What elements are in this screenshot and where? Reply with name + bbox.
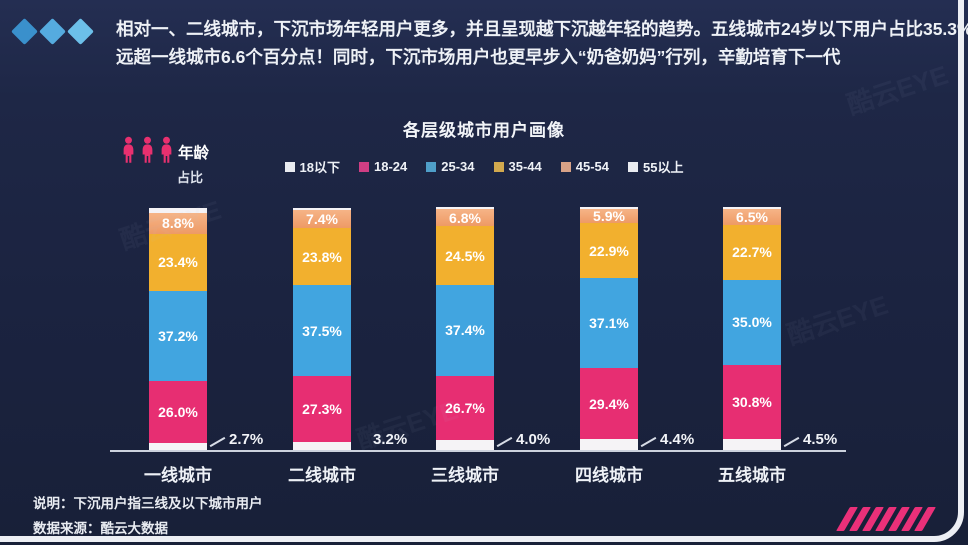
segment-value-label: 26.0%	[158, 403, 198, 420]
bar-segment-25-34: 37.1%	[580, 278, 638, 369]
legend-label: 55以上	[643, 160, 684, 175]
note-source: 数据来源：酷云大数据	[33, 521, 168, 536]
decorative-slashes	[836, 507, 936, 531]
callout-leader-line	[783, 436, 800, 448]
segment-value-label: 37.1%	[589, 315, 629, 332]
legend-swatch-icon	[628, 161, 638, 172]
bar-segment-45-54: 6.8%	[436, 209, 494, 226]
age-label: 年龄	[178, 145, 210, 162]
bar-segment-18以下	[293, 442, 351, 450]
segment-value-label: 22.7%	[732, 244, 772, 261]
legend-label: 35-44	[508, 159, 542, 174]
bar-segment-55以上	[149, 208, 207, 213]
bar-segment-55以上	[723, 207, 781, 210]
legend-label: 18-24	[374, 159, 408, 174]
segment-value-label: 37.2%	[158, 327, 198, 344]
bar-segment-18-24: 29.4%	[580, 368, 638, 440]
chart-legend: 18以下 18-24 25-34 35-44 45-54 55以上	[0, 157, 968, 176]
legend-label: 45-54	[575, 159, 609, 174]
category-label: 四线城市	[575, 466, 643, 485]
bar-segment-25-34: 35.0%	[723, 279, 781, 365]
legend-swatch-icon	[284, 161, 295, 172]
x-axis-line	[110, 450, 846, 452]
segment-value-label: 7.4%	[306, 210, 338, 227]
segment-value-label: 8.8%	[162, 215, 194, 232]
legend-item: 55以上	[628, 157, 683, 176]
headline: 相对一、二线城市，下沉市场年轻用户更多，并且呈现越下沉越年轻的趋势。五线城市24…	[116, 15, 968, 71]
chart-title: 各层级城市用户画像	[403, 121, 565, 140]
bar-segment-18-24: 30.8%	[723, 364, 781, 440]
bar-segment-18以下	[436, 440, 494, 450]
segment-value-label: 5.9%	[593, 207, 625, 224]
under18-callout-label: 4.5%	[803, 431, 838, 448]
category-label: 一线城市	[144, 466, 212, 485]
bar-segment-25-34: 37.5%	[293, 285, 351, 377]
callout-leader-line	[496, 436, 513, 448]
legend-item: 35-44	[493, 159, 542, 174]
person-icon	[123, 136, 134, 163]
bar-segment-55以上	[293, 207, 351, 210]
bar-segment-55以上	[580, 206, 638, 209]
bar-segment-35-44: 23.4%	[149, 233, 207, 291]
legend-label: 25-34	[441, 159, 475, 174]
segment-value-label: 6.5%	[736, 209, 768, 226]
bar-segment-18以下	[723, 439, 781, 450]
bar-segment-35-44: 23.8%	[293, 227, 351, 286]
bar-segment-35-44: 24.5%	[436, 225, 494, 286]
bar-segment-18-24: 26.7%	[436, 375, 494, 441]
segment-value-label: 27.3%	[302, 401, 342, 418]
category-label: 三线城市	[431, 466, 499, 485]
bar-segment-18以下	[149, 443, 207, 450]
bar-segment-45-54: 7.4%	[293, 209, 351, 228]
segment-value-label: 35.0%	[732, 314, 772, 331]
ratio-label: 占比	[177, 170, 204, 185]
segment-value-label: 24.5%	[445, 247, 485, 264]
legend-swatch-icon	[493, 161, 504, 172]
bar-segment-18-24: 26.0%	[149, 380, 207, 444]
bar-segment-35-44: 22.7%	[723, 224, 781, 280]
bar-segment-45-54: 8.8%	[149, 212, 207, 234]
legend-item: 25-34	[426, 159, 475, 174]
person-icon	[161, 136, 172, 163]
note-definition: 说明：下沉用户指三线及以下城市用户	[33, 496, 263, 511]
bar-segment-18以下	[580, 439, 638, 450]
legend-item: 18-24	[359, 159, 407, 174]
bar-segment-25-34: 37.4%	[436, 285, 494, 376]
legend-swatch-icon	[560, 161, 571, 172]
under18-callout-label: 2.7%	[229, 431, 264, 448]
people-icon-group	[121, 136, 174, 164]
under18-callout-label: 4.0%	[516, 431, 551, 448]
headline-line2: 远超一线城市6.6个百分点！同时，下沉市场用户也更早步入“奶爸奶妈”行列，辛勤培…	[116, 47, 841, 67]
legend-swatch-icon	[359, 161, 369, 172]
bar-segment-45-54: 5.9%	[580, 207, 638, 224]
bar-segment-18-24: 27.3%	[293, 376, 351, 443]
segment-value-label: 30.8%	[732, 393, 772, 410]
segment-value-label: 22.9%	[589, 242, 629, 259]
segment-value-label: 37.4%	[445, 322, 485, 339]
segment-value-label: 23.4%	[158, 254, 198, 271]
legend-swatch-icon	[426, 161, 437, 172]
legend-item: 18以下	[284, 157, 340, 176]
bar-segment-45-54: 6.5%	[723, 209, 781, 225]
callout-leader-line	[209, 436, 226, 448]
segment-value-label: 37.5%	[302, 322, 342, 339]
person-icon	[142, 136, 153, 163]
segment-value-label: 6.8%	[449, 209, 481, 226]
bar-segment-25-34: 37.2%	[149, 290, 207, 381]
headline-line1: 相对一、二线城市，下沉市场年轻用户更多，并且呈现越下沉越年轻的趋势。五线城市24…	[116, 19, 968, 39]
category-label: 二线城市	[288, 466, 356, 485]
bar-segment-55以上	[436, 207, 494, 210]
under18-callout-label: 4.4%	[660, 431, 695, 448]
category-label: 五线城市	[718, 466, 786, 485]
bar-segment-35-44: 22.9%	[580, 223, 638, 279]
legend-label: 18以下	[299, 160, 340, 175]
under18-callout-label: 3.2%	[373, 431, 408, 448]
segment-value-label: 26.7%	[445, 400, 485, 416]
callout-leader-line	[640, 436, 657, 448]
segment-value-label: 29.4%	[589, 395, 629, 412]
legend-item: 45-54	[560, 159, 609, 174]
segment-value-label: 23.8%	[302, 248, 342, 265]
